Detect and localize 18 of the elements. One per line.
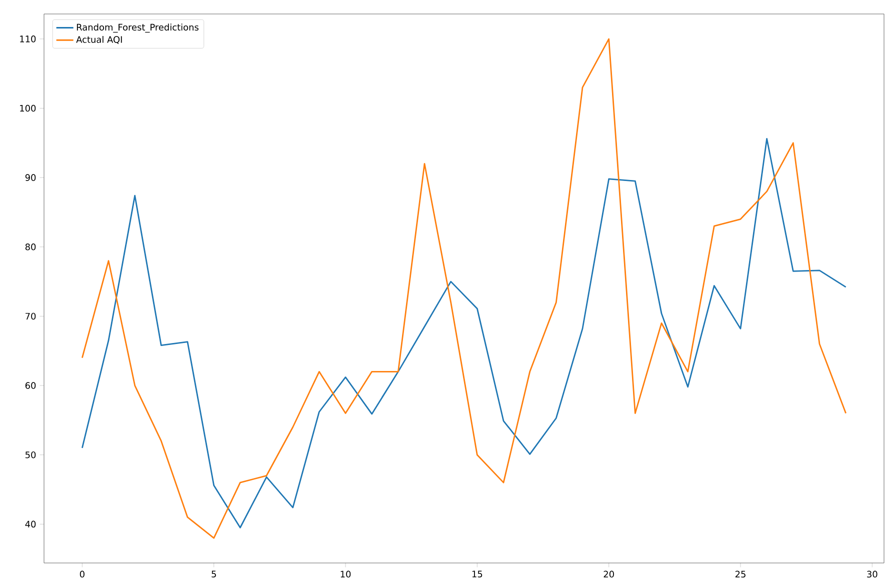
x-tick-label: 25 bbox=[735, 570, 746, 578]
x-tick-label: 10 bbox=[340, 570, 351, 578]
y-tick-label: 110 bbox=[20, 36, 36, 42]
y-tick-label: 70 bbox=[26, 312, 36, 320]
y-tick-label: 100 bbox=[20, 104, 36, 112]
x-tick-label: 20 bbox=[604, 570, 614, 578]
legend-label: Actual AQI bbox=[76, 36, 122, 44]
y-tick-label: 50 bbox=[26, 451, 36, 458]
y-tick-label: 40 bbox=[25, 520, 36, 528]
legend-label: Random_Forest_Predictions bbox=[76, 24, 198, 33]
x-tick-label: 0 bbox=[80, 570, 84, 578]
x-tick-label: 5 bbox=[212, 570, 216, 578]
y-tick-label: 80 bbox=[25, 244, 36, 250]
line-series bbox=[81, 138, 847, 528]
x-tick-label: 15 bbox=[472, 570, 482, 578]
y-tick-label: 60 bbox=[25, 382, 36, 389]
x-tick-label: 30 bbox=[867, 570, 878, 578]
y-tick-label: 90 bbox=[25, 174, 36, 181]
